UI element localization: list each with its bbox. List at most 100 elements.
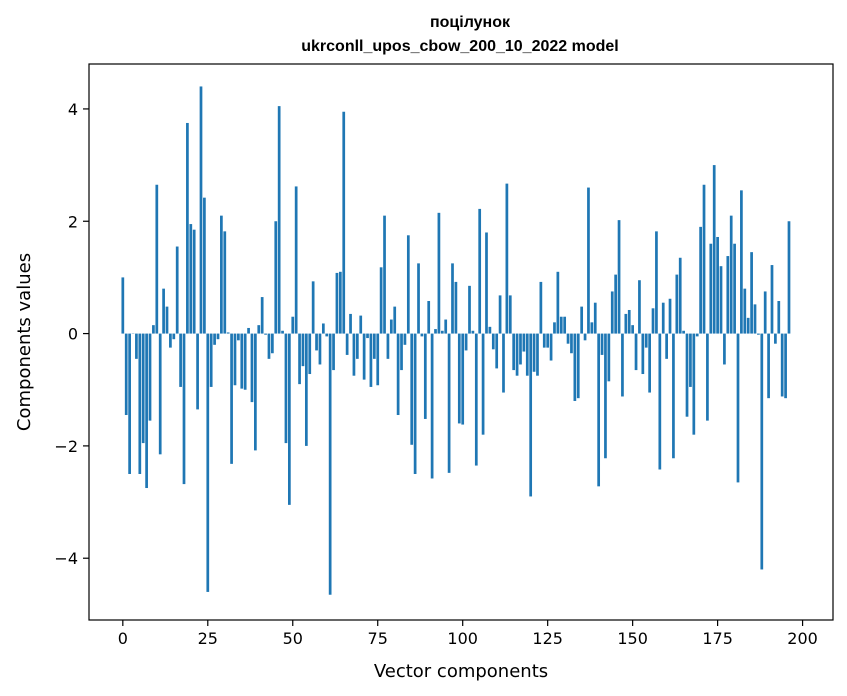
bar <box>179 333 182 387</box>
bar <box>750 252 753 334</box>
bar <box>315 333 318 351</box>
bar <box>726 256 730 334</box>
bar <box>298 333 301 385</box>
bar <box>485 232 488 334</box>
bar <box>213 333 216 345</box>
bar <box>203 197 206 334</box>
bar <box>661 302 665 334</box>
bar <box>386 333 390 359</box>
bar <box>169 333 172 348</box>
bar <box>457 333 461 424</box>
bar <box>264 333 267 335</box>
bar <box>352 333 356 376</box>
bar <box>529 333 533 497</box>
y-axis-ticks: −4 −2 0 2 4 <box>54 100 89 568</box>
x-tick-label: 200 <box>787 629 818 648</box>
bar <box>284 333 288 444</box>
bar <box>502 333 505 393</box>
bar <box>274 221 278 334</box>
bar <box>549 333 553 361</box>
x-axis-ticks: 0 25 50 75 100 125 150 175 200 <box>118 620 818 648</box>
bar <box>736 333 740 483</box>
bar <box>199 86 203 334</box>
bar <box>542 333 546 348</box>
bar <box>593 302 597 334</box>
bar <box>763 291 767 334</box>
bar <box>627 309 631 334</box>
bar <box>444 319 448 334</box>
bar <box>318 333 322 365</box>
bar <box>420 333 424 337</box>
bar <box>678 257 682 334</box>
bar <box>277 106 281 334</box>
x-tick-label: 125 <box>532 629 563 648</box>
x-tick-label: 100 <box>447 629 478 648</box>
bar <box>617 220 621 334</box>
bar <box>162 288 165 334</box>
bar <box>546 333 550 348</box>
bar <box>655 231 658 334</box>
bar <box>328 333 332 595</box>
bar <box>152 325 155 334</box>
bar <box>580 306 584 334</box>
bar <box>644 333 648 348</box>
bar <box>294 186 298 334</box>
bar <box>301 333 305 367</box>
x-tick-label: 150 <box>617 629 648 648</box>
bar <box>406 235 410 334</box>
bar <box>743 288 747 334</box>
bar <box>240 333 244 389</box>
bar <box>209 333 213 387</box>
bar <box>753 304 757 334</box>
bar <box>563 316 567 334</box>
bar <box>515 333 519 376</box>
bar <box>624 313 628 334</box>
bar <box>777 301 781 334</box>
bar <box>206 333 210 592</box>
bar-series <box>121 86 791 595</box>
y-tick-label: 0 <box>68 325 78 344</box>
bar <box>604 333 607 459</box>
bar <box>128 333 131 474</box>
bar <box>427 301 431 334</box>
bar <box>709 243 713 334</box>
bar <box>699 226 702 334</box>
bar <box>474 333 478 466</box>
bar <box>260 297 264 334</box>
bar <box>233 333 237 386</box>
bar <box>247 327 250 334</box>
bar <box>423 333 427 419</box>
bar <box>451 263 454 334</box>
bar <box>522 333 526 352</box>
bar <box>491 333 495 350</box>
bar <box>454 281 458 334</box>
bar <box>760 333 764 570</box>
bar <box>590 322 594 334</box>
bar <box>250 333 254 403</box>
bar <box>556 271 560 334</box>
bar <box>254 333 257 451</box>
bar <box>648 333 651 393</box>
bar <box>508 295 512 334</box>
y-tick-label: −4 <box>54 549 78 568</box>
bar <box>481 333 485 435</box>
x-tick-label: 25 <box>198 629 218 648</box>
bar <box>175 246 179 334</box>
bar <box>767 333 770 399</box>
bar <box>220 215 223 334</box>
bar <box>729 215 733 334</box>
bar <box>400 333 403 371</box>
bar <box>369 333 373 387</box>
bar <box>325 333 329 337</box>
bar <box>559 316 563 334</box>
bar <box>189 224 193 334</box>
bar <box>631 325 634 334</box>
bar <box>430 333 434 479</box>
bar <box>410 333 414 445</box>
bar <box>682 330 685 334</box>
bar <box>733 243 736 334</box>
bar <box>532 333 536 372</box>
bar <box>787 221 791 334</box>
bar <box>570 333 573 354</box>
